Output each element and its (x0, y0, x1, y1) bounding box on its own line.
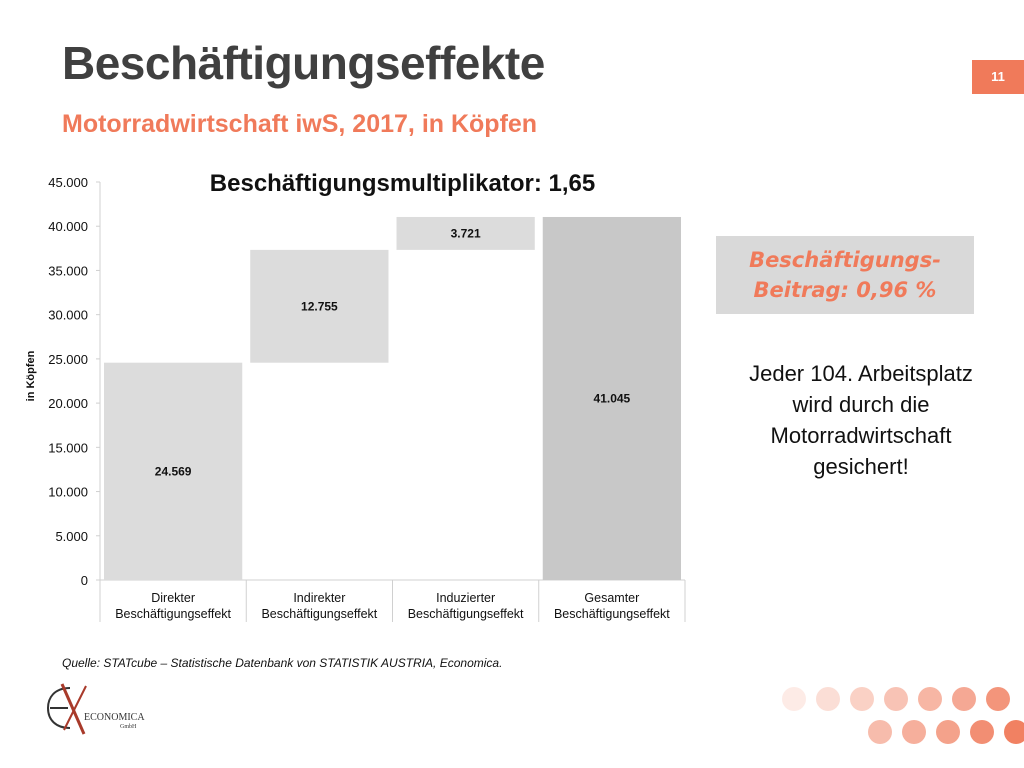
info-line-1: Jeder 104. Arbeitsplatz (749, 361, 973, 386)
x-category-label: Beschäftigungseffekt (261, 607, 377, 621)
y-axis-label: in Köpfen (25, 350, 37, 401)
x-category-label: Gesamter (584, 591, 639, 605)
callout-line-2: Beitrag: 0,96 % (753, 278, 937, 302)
y-tick-label: 45.000 (48, 175, 88, 190)
bar-1 (104, 362, 243, 580)
page-number-badge: 11 (972, 60, 1024, 94)
slide-title: Beschäftigungseffekte (62, 37, 545, 89)
source-note: Quelle: STATcube – Statistische Datenban… (62, 656, 503, 670)
y-tick-label: 35.000 (48, 263, 88, 278)
info-line-4: gesichert! (813, 454, 909, 479)
x-category-label: Indirekter (293, 591, 345, 605)
bar-value-label: 41.045 (594, 391, 631, 405)
y-tick-label: 15.000 (48, 440, 88, 455)
logo-x-stroke-1 (60, 683, 86, 735)
y-tick-label: 10.000 (48, 485, 88, 500)
decorative-dot (902, 720, 926, 744)
decorative-dot (936, 720, 960, 744)
logo-wordmark: ECONOMICA (84, 712, 145, 723)
x-category-label: Direkter (151, 591, 195, 605)
decorative-dots (782, 687, 1024, 744)
info-text: Jeder 104. Arbeitsplatz wird durch die M… (716, 358, 1006, 482)
bar-value-label: 24.569 (155, 464, 192, 478)
logo-subtext: GmbH (120, 724, 137, 730)
x-category-label: Beschäftigungseffekt (554, 607, 670, 621)
employment-share-callout: Beschäftigungs- Beitrag: 0,96 % (716, 236, 974, 314)
slide-subtitle: Motorradwirtschaft iwS, 2017, in Köpfen (62, 110, 538, 138)
bar-4 (542, 216, 681, 580)
decorative-dot (884, 687, 908, 711)
decorative-dot (952, 687, 976, 711)
decorative-dot (850, 687, 874, 711)
bar-value-label: 12.755 (301, 299, 338, 313)
y-tick-label: 0 (81, 573, 88, 588)
decorative-dot (816, 687, 840, 711)
x-category-label: Beschäftigungseffekt (408, 607, 524, 621)
decorative-dot (1004, 720, 1024, 744)
y-tick-label: 5.000 (55, 529, 88, 544)
chart-title: Beschäftigungsmultiplikator: 1,65 (210, 170, 595, 197)
logo-e-shape (46, 687, 71, 729)
y-tick-label: 25.000 (48, 352, 88, 367)
economica-logo: ECONOMICA GmbH (46, 683, 145, 735)
decorative-dot (868, 720, 892, 744)
y-tick-label: 30.000 (48, 308, 88, 323)
decorative-dot (918, 687, 942, 711)
callout-line-1: Beschäftigungs- (749, 248, 941, 272)
info-line-2: wird durch die (792, 392, 930, 417)
y-tick-label: 40.000 (48, 219, 88, 234)
logo-x-stroke-2 (63, 685, 87, 731)
decorative-dot (782, 687, 806, 711)
decorative-dot (986, 687, 1010, 711)
bar-3 (396, 216, 535, 250)
decorative-dot (970, 720, 994, 744)
bar-2 (250, 249, 389, 363)
x-category-label: Induzierter (436, 591, 495, 605)
bar-value-label: 3.721 (451, 226, 481, 240)
info-line-3: Motorradwirtschaft (770, 423, 952, 448)
y-tick-label: 20.000 (48, 396, 88, 411)
x-category-label: Beschäftigungseffekt (115, 607, 231, 621)
